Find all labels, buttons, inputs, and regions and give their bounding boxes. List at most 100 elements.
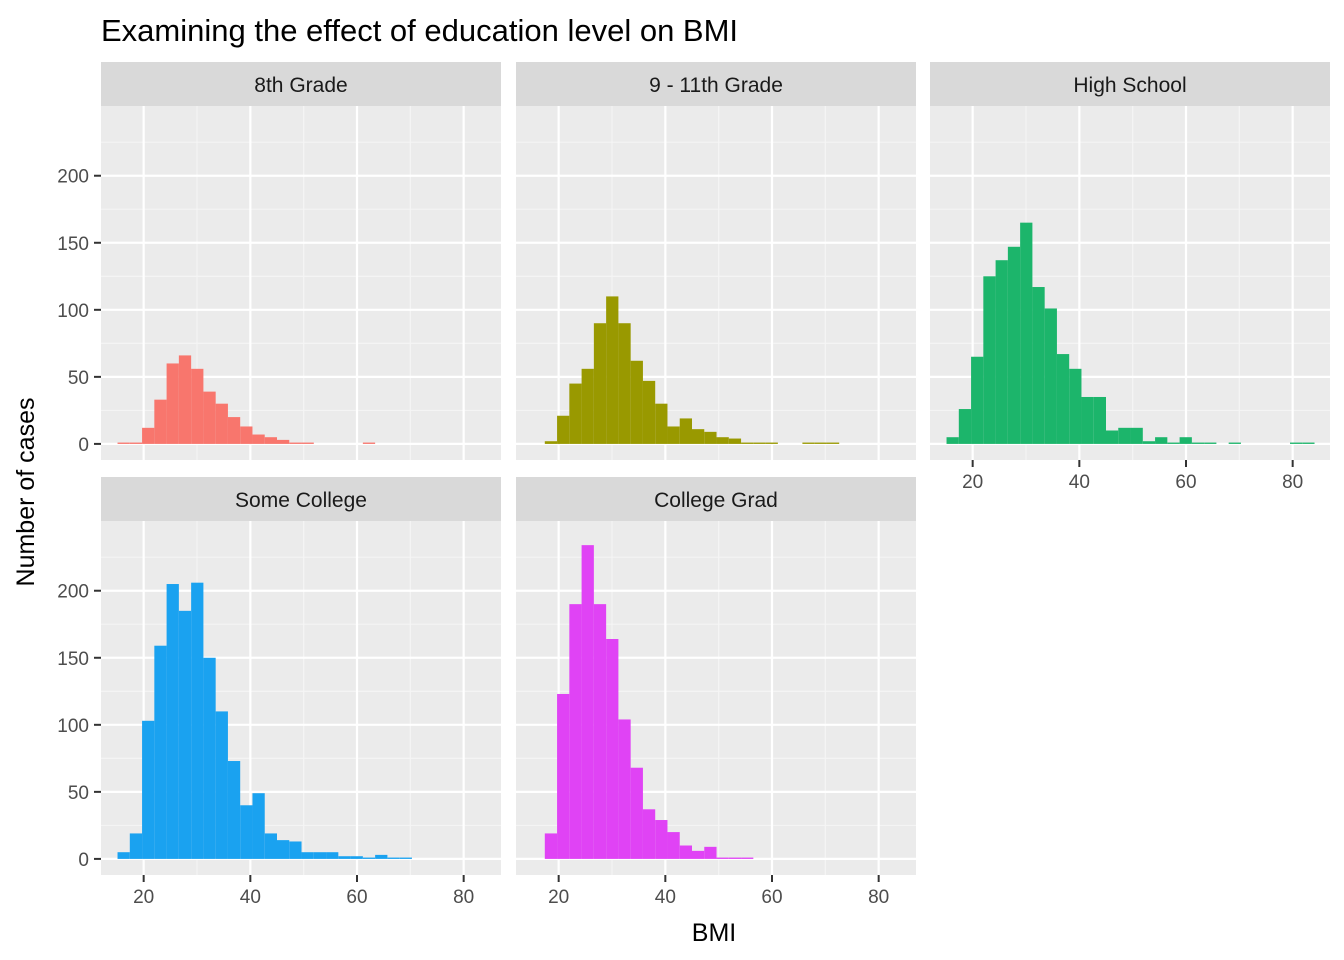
histogram-bar bbox=[642, 380, 656, 444]
histogram-bar bbox=[557, 415, 570, 444]
histogram-bar bbox=[581, 545, 594, 859]
histogram-bar bbox=[958, 409, 972, 444]
x-tick-label: 40 bbox=[655, 887, 676, 908]
histogram-bar bbox=[1142, 441, 1156, 444]
x-tick-label: 20 bbox=[548, 887, 569, 908]
histogram-bar bbox=[704, 431, 717, 444]
histogram-bar bbox=[301, 852, 314, 859]
histogram-bar bbox=[692, 850, 705, 859]
histogram-bar bbox=[191, 582, 204, 859]
y-tick-label: 50 bbox=[68, 368, 89, 389]
y-axis-title: Number of cases bbox=[12, 398, 40, 587]
facet-panel: High School 20 40 60 80 bbox=[930, 62, 1330, 493]
histogram-bar bbox=[1069, 368, 1082, 444]
facet-panel: 8th Grade 0 50 100 150 200 bbox=[57, 62, 501, 460]
histogram-bar bbox=[692, 429, 705, 444]
histogram-bar bbox=[362, 857, 376, 859]
histogram-bar bbox=[252, 793, 265, 859]
histogram-bar bbox=[142, 427, 155, 444]
histogram-bar bbox=[362, 442, 376, 444]
histogram-bar bbox=[802, 442, 815, 444]
facet-strip bbox=[516, 477, 916, 521]
histogram-bar bbox=[765, 442, 778, 444]
histogram-bar bbox=[154, 399, 167, 444]
histogram-bar bbox=[1155, 437, 1168, 444]
facet-strip bbox=[516, 62, 916, 106]
histogram-bar bbox=[338, 856, 351, 859]
histogram-bar bbox=[117, 442, 130, 444]
y-tick-label: 100 bbox=[57, 716, 89, 737]
histogram-bar bbox=[753, 442, 766, 444]
x-tick-label: 60 bbox=[1175, 472, 1196, 493]
histogram-bar bbox=[277, 439, 290, 444]
x-tick-label: 40 bbox=[1069, 472, 1090, 493]
facet-strip-label: College Grad bbox=[654, 489, 778, 512]
facet-strip-label: 9 - 11th Grade bbox=[649, 74, 783, 97]
histogram-bar bbox=[667, 832, 680, 859]
histogram-bar bbox=[264, 833, 277, 859]
histogram-bar bbox=[227, 417, 241, 444]
histogram-bar bbox=[1106, 430, 1119, 444]
histogram-bar bbox=[544, 441, 558, 444]
y-tick-label: 150 bbox=[57, 234, 89, 255]
x-tick-label: 40 bbox=[240, 887, 261, 908]
histogram-bar bbox=[1191, 442, 1205, 444]
histogram-bar bbox=[1118, 427, 1131, 444]
histogram-bar bbox=[326, 852, 339, 859]
histogram-bar bbox=[178, 355, 192, 444]
histogram-bar bbox=[1032, 287, 1045, 444]
histogram-bar bbox=[741, 857, 754, 859]
histogram-bar bbox=[655, 820, 668, 859]
histogram-bar bbox=[1290, 442, 1303, 444]
histogram-bar bbox=[1081, 396, 1094, 444]
histogram-bar bbox=[191, 368, 204, 444]
histogram-bar bbox=[716, 857, 729, 859]
histogram-bar bbox=[544, 833, 558, 859]
histogram-bar bbox=[946, 437, 959, 444]
facet-panel: College Grad 20 40 60 80 bbox=[516, 477, 916, 908]
histogram-bar bbox=[1179, 437, 1192, 444]
histogram-bar bbox=[313, 852, 327, 859]
histogram-bar bbox=[399, 857, 412, 859]
histogram-bar bbox=[142, 720, 155, 859]
histogram-bar bbox=[826, 442, 840, 444]
histogram-bar bbox=[741, 442, 754, 444]
histogram-bar bbox=[630, 767, 643, 859]
histogram-bar bbox=[1056, 354, 1070, 444]
facet-panel: 9 - 11th Grade bbox=[516, 62, 916, 460]
histogram-bar bbox=[203, 391, 216, 444]
x-tick-label: 20 bbox=[962, 472, 983, 493]
y-tick-label: 0 bbox=[78, 850, 89, 871]
histogram-bar bbox=[630, 360, 643, 444]
facet-strip bbox=[101, 62, 501, 106]
histogram-bar bbox=[728, 857, 742, 859]
histogram-bar bbox=[704, 846, 717, 859]
histogram-bar bbox=[1093, 396, 1106, 444]
histogram-bar bbox=[569, 383, 582, 444]
histogram-bar bbox=[679, 418, 692, 444]
histogram-bar bbox=[667, 426, 680, 444]
histogram-bar bbox=[1020, 222, 1033, 444]
histogram-bar bbox=[203, 657, 216, 859]
histogram-bar bbox=[593, 604, 607, 859]
facet-strip-label: Some College bbox=[235, 489, 367, 512]
x-axis-title: BMI bbox=[692, 919, 736, 947]
y-tick-label: 0 bbox=[78, 435, 89, 456]
histogram-bar bbox=[983, 276, 996, 444]
histogram-bar bbox=[215, 403, 228, 444]
histogram-bar bbox=[387, 857, 400, 859]
y-tick-label: 200 bbox=[57, 167, 89, 188]
y-tick-label: 200 bbox=[57, 582, 89, 603]
x-tick-label: 60 bbox=[346, 887, 367, 908]
histogram-bar bbox=[166, 363, 179, 444]
histogram-bar bbox=[618, 323, 631, 444]
histogram-bar bbox=[581, 368, 594, 444]
histogram-bar bbox=[569, 604, 582, 859]
histogram-bar bbox=[971, 356, 984, 444]
facet-strip-label: 8th Grade bbox=[254, 74, 347, 97]
y-tick-label: 50 bbox=[68, 783, 89, 804]
chart-title: Examining the effect of education level … bbox=[101, 13, 738, 48]
y-tick-label: 150 bbox=[57, 649, 89, 670]
